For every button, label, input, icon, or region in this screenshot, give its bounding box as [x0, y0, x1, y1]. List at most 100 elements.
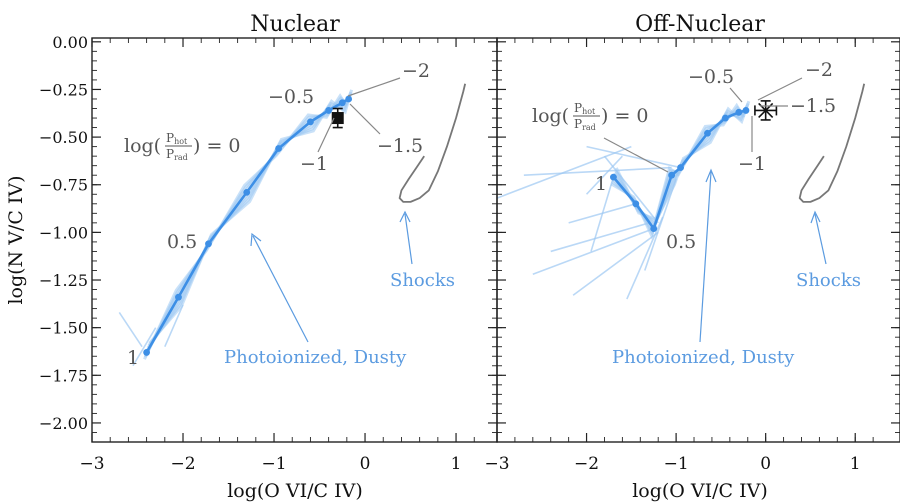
model-fan-line-10	[644, 178, 677, 271]
arrow-photo-left	[252, 235, 309, 343]
model-fan-line-3	[603, 155, 659, 224]
label-neg05-right: −0.5	[688, 66, 734, 88]
xtick-label-0-2: −1	[261, 454, 286, 474]
label-1-right: 1	[595, 173, 607, 195]
label-shocks-left: Shocks	[390, 270, 455, 291]
annotation-logp-right: log(	[532, 105, 569, 127]
ytick-label-4: −1.00	[39, 223, 88, 242]
model-fan-line-8	[572, 231, 659, 296]
y-axis-label: log(N V/C IV)	[5, 175, 27, 304]
annotation-logp-frac-num-left: Phot	[166, 131, 188, 146]
label-neg1-left: −1	[300, 153, 328, 175]
leader-neg2-left	[347, 77, 401, 97]
xtick-label-0-4: 1	[451, 454, 462, 474]
series-point-0-5	[307, 118, 314, 126]
arrowhead-shocks-left	[399, 210, 411, 223]
ytick-label-2: −0.50	[39, 128, 88, 147]
model-extra-line-1	[132, 327, 157, 367]
series-point-0-6	[325, 107, 333, 114]
series-point-1-5	[704, 129, 711, 137]
x-axis-label-right: log(O VI/C IV)	[632, 480, 768, 502]
panel-title-nuclear: Nuclear	[250, 12, 340, 37]
leader-neg1-left	[317, 117, 335, 153]
annotation-logp-left: log(	[124, 135, 161, 157]
arrow-shocks-right	[814, 213, 827, 265]
series-point-0-2	[205, 240, 212, 248]
label-05-left: 0.5	[167, 231, 197, 253]
xtick-label-0-1: −2	[170, 454, 195, 474]
model-fan-line-9	[626, 216, 664, 300]
xtick-label-0-0: −3	[79, 454, 104, 474]
series-point-0-7	[338, 99, 346, 107]
label-neg15-right: −1.5	[790, 95, 836, 117]
xtick-label-1-0: −3	[484, 454, 509, 474]
series-point-1-3	[668, 171, 676, 179]
model-fan-line-4	[585, 155, 623, 195]
series-point-1-4	[677, 164, 684, 171]
series-point-1-2	[650, 225, 658, 232]
xtick-label-1-1: −2	[574, 454, 599, 474]
ytick-label-6: −1.50	[39, 319, 88, 338]
model-fan-line-11	[590, 176, 615, 252]
label-neg15-left: −1.5	[377, 135, 423, 157]
annotation-logp-frac-num-right: Phot	[574, 101, 596, 116]
label-shocks-right: Shocks	[796, 270, 861, 291]
leader-neg15-left	[349, 103, 381, 135]
model-fan-line-6	[550, 222, 650, 253]
label-neg05-left: −0.5	[268, 86, 314, 108]
leader-logp-right	[603, 137, 669, 173]
ytick-label-0: 0.00	[52, 33, 88, 52]
arrowhead-photo-right	[705, 168, 717, 183]
shock-curve-1	[798, 83, 866, 203]
axes-layer: −3 −2 −1 0 10.00−0.25−0.50−0.75−1.00−1.25−1.…	[39, 33, 900, 474]
x-axis-label-left: log(O VI/C IV)	[227, 480, 363, 502]
ytick-label-5: −1.25	[39, 271, 88, 290]
model-extra-line-2	[164, 304, 184, 348]
model-fan-line-1	[523, 166, 672, 177]
arrow-shocks-left	[404, 213, 413, 265]
label-neg2-left: −2	[402, 60, 430, 82]
label-neg2-right: −2	[805, 59, 833, 81]
shock-curve-0	[398, 83, 467, 203]
leader-neg05-right	[729, 87, 743, 103]
series-point-1-1	[632, 200, 640, 208]
annotation-logp-suffix-right: ) = 0	[601, 105, 649, 127]
arrowhead-shocks-right	[810, 210, 821, 224]
series-point-0-3	[243, 188, 251, 196]
ytick-label-1: −0.25	[39, 80, 88, 99]
model-fan-line-7	[532, 227, 655, 276]
panel-frame-1	[496, 37, 900, 443]
annotation-logp-frac-den-right: Prad	[574, 117, 596, 132]
xtick-label-1-3: 0	[760, 454, 771, 474]
xtick-label-0-3: 0	[360, 454, 371, 474]
arrowhead-photo-left	[250, 232, 262, 247]
annotation-logp-frac-den-left: Prad	[166, 147, 188, 162]
xtick-label-1-4: 1	[850, 454, 861, 474]
series-layer	[143, 95, 750, 356]
label-05-right: 0.5	[666, 231, 696, 253]
series-point-0-4	[275, 145, 282, 152]
label-neg1-right: −1	[738, 153, 766, 175]
arrow-photo-right	[699, 171, 712, 343]
label-photo-right: Photoionized, Dusty	[612, 347, 795, 368]
ytick-label-8: −2.00	[39, 414, 88, 433]
ytick-label-7: −1.75	[39, 366, 88, 385]
series-point-0-1	[175, 293, 182, 301]
obs-marker-0	[331, 112, 344, 125]
series-point-0-8	[345, 95, 353, 103]
label-photo-left: Photoionized, Dusty	[224, 347, 407, 368]
series-point-0-0	[143, 349, 151, 356]
series-point-1-8	[742, 107, 750, 114]
label-1-left: 1	[127, 347, 139, 369]
model-extra-line-0	[118, 311, 143, 348]
panel-title-off-nuclear: Off-Nuclear	[635, 12, 765, 37]
annotation-logp-suffix-left: ) = 0	[193, 135, 241, 157]
series-point-1-6	[721, 114, 729, 122]
ytick-label-3: −0.75	[39, 176, 88, 195]
shock-curves-layer	[398, 83, 866, 203]
xtick-label-1-2: −1	[664, 454, 689, 474]
model-fan-line-2	[586, 145, 681, 169]
series-point-1-7	[735, 108, 743, 116]
series-point-1-0	[610, 173, 617, 181]
